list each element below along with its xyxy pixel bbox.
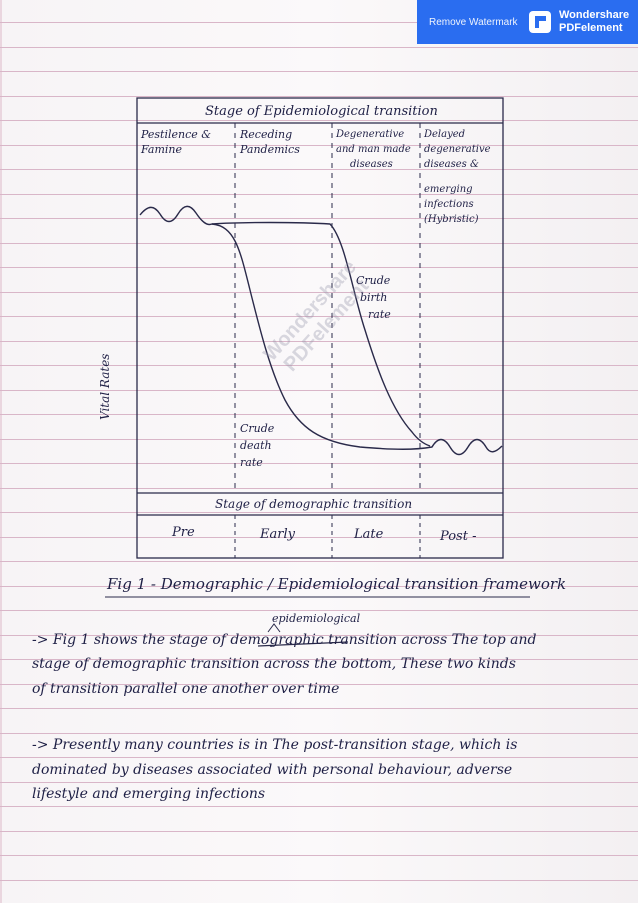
epi-transition-title: Stage of Epidemiological transition (205, 104, 438, 119)
ruled-line (0, 831, 638, 832)
birth-label-line-3: rate (368, 308, 391, 321)
ruled-line (0, 610, 638, 611)
insertion-caret (267, 623, 281, 633)
ruled-line (0, 439, 638, 440)
epi-stage-4-line-3: diseases & (424, 159, 479, 170)
epi-stage-1: Pestilence & Famine (141, 127, 211, 157)
epi-stage-3-line-2: and man made (336, 144, 411, 155)
ruled-line (0, 561, 638, 562)
paragraph-2-line-1: -> Presently many countries is in The po… (32, 737, 518, 753)
brand-line-2: PDFelement (559, 22, 623, 34)
diagram-frame (136, 97, 504, 559)
epi-stage-3-line-3: diseases (350, 159, 393, 170)
remove-watermark-banner[interactable]: Remove Watermark Wondershare PDFelement (417, 0, 638, 44)
epi-stage-3-line-1: Degenerative (336, 129, 405, 140)
ruled-line (0, 537, 638, 538)
strikethrough-line (257, 641, 349, 647)
ruled-line (0, 22, 638, 23)
demo-transition-title: Stage of demographic transition (215, 497, 413, 511)
epi-stage-4-line-4: emerging (424, 184, 473, 195)
epi-stage-4: Delayed degenerative diseases & emerging… (424, 127, 491, 227)
epi-stage-4-line-6: (Hybristic) (424, 214, 479, 225)
paragraph-2-line-3: lifestyle and emerging infections (32, 786, 266, 802)
ruled-line (0, 635, 638, 636)
demo-stage-pre: Pre (172, 525, 195, 540)
death-label-line-2: death (240, 439, 272, 452)
brand-line-1: Wondershare (559, 9, 630, 21)
epi-stage-1-line-2: Famine (141, 143, 182, 156)
crude-birth-rate-label: Crude birth rate (356, 272, 391, 323)
demo-stage-late: Late (354, 527, 384, 542)
birth-label-line-1: Crude (356, 274, 391, 287)
ruled-line (0, 659, 638, 660)
ruled-line (0, 218, 638, 219)
paragraph-1-line-1: -> Fig 1 shows the stage of demographic … (32, 632, 537, 648)
ruled-line (0, 96, 638, 97)
paragraph-1-line-2: stage of demographic transition across t… (32, 656, 516, 672)
y-axis-label: Vital Rates (98, 353, 112, 420)
epi-stage-1-line-1: Pestilence & (141, 128, 212, 141)
ruled-line (0, 365, 638, 366)
ruled-line (0, 292, 638, 293)
demo-stage-post: Post - (440, 529, 477, 544)
ruled-line (0, 708, 638, 709)
crude-death-rate-label: Crude death rate (240, 420, 274, 471)
ruled-line (0, 733, 638, 734)
paragraph-1-line-3: of transition parallel one another over … (32, 681, 340, 697)
ruled-line (0, 194, 638, 195)
ruled-line (0, 267, 638, 268)
ruled-line (0, 414, 638, 415)
ruled-line (0, 243, 638, 244)
ruled-line (0, 855, 638, 856)
ruled-line (0, 71, 638, 72)
remove-watermark-label[interactable]: Remove Watermark (429, 16, 518, 28)
figure-caption: Fig 1 - Demographic / Epidemiological tr… (107, 575, 567, 593)
ruled-line (0, 586, 638, 587)
crude-birth-rate-curve (139, 205, 431, 447)
ruled-line (0, 512, 638, 513)
epi-stage-4-line-1: Delayed (424, 129, 466, 140)
brand-name: Wondershare PDFelement (559, 9, 629, 35)
death-label-line-1: Crude (240, 422, 275, 435)
birth-label-line-2: birth (360, 291, 388, 304)
crude-death-rate-curve (211, 223, 503, 456)
inserted-word: epidemiological (272, 612, 361, 625)
ruled-line (0, 145, 638, 146)
ruled-line (0, 120, 638, 121)
demo-stage-early: Early (260, 527, 295, 542)
paragraph-2-line-2: dominated by diseases associated with pe… (32, 762, 513, 778)
ruled-line (0, 169, 638, 170)
ruled-line (0, 341, 638, 342)
ruled-line (0, 488, 638, 489)
ruled-line (0, 806, 638, 807)
epi-stage-3: Degenerative and man made diseases (336, 127, 411, 172)
epi-stage-2: Receding Pandemics (240, 127, 300, 157)
ruled-line (0, 880, 638, 881)
ruled-line (0, 757, 638, 758)
pdfelement-logo-icon (529, 11, 551, 33)
ruled-line (0, 782, 638, 783)
ruled-line (0, 390, 638, 391)
ruled-line (0, 684, 638, 685)
ruled-line (0, 316, 638, 317)
ruled-line (0, 47, 638, 48)
ruled-line (0, 463, 638, 464)
epi-stage-2-line-2: Pandemics (240, 143, 300, 156)
epi-stage-2-line-1: Receding (240, 128, 293, 141)
death-label-line-3: rate (240, 456, 263, 469)
epi-stage-4-line-2: degenerative (424, 144, 491, 155)
page-margin-line (0, 0, 2, 903)
epi-stage-4-line-5: infections (424, 199, 474, 210)
